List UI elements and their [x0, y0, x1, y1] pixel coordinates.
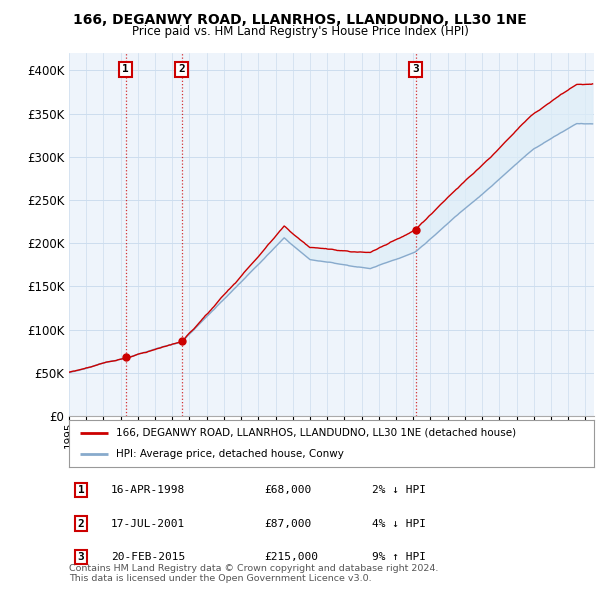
Text: 166, DEGANWY ROAD, LLANRHOS, LLANDUDNO, LL30 1NE: 166, DEGANWY ROAD, LLANRHOS, LLANDUDNO, …: [73, 13, 527, 27]
Text: 17-JUL-2001: 17-JUL-2001: [111, 519, 185, 529]
Text: £87,000: £87,000: [264, 519, 311, 529]
Text: 1: 1: [77, 485, 85, 495]
Text: 2: 2: [178, 64, 185, 74]
Text: 3: 3: [77, 552, 85, 562]
Text: 2% ↓ HPI: 2% ↓ HPI: [372, 485, 426, 495]
Text: 166, DEGANWY ROAD, LLANRHOS, LLANDUDNO, LL30 1NE (detached house): 166, DEGANWY ROAD, LLANRHOS, LLANDUDNO, …: [116, 428, 517, 438]
Text: Contains HM Land Registry data © Crown copyright and database right 2024.
This d: Contains HM Land Registry data © Crown c…: [69, 563, 439, 583]
Text: 3: 3: [412, 64, 419, 74]
Text: 1: 1: [122, 64, 129, 74]
Text: £68,000: £68,000: [264, 485, 311, 495]
Text: 20-FEB-2015: 20-FEB-2015: [111, 552, 185, 562]
Text: 2: 2: [77, 519, 85, 529]
Text: 16-APR-1998: 16-APR-1998: [111, 485, 185, 495]
Text: Price paid vs. HM Land Registry's House Price Index (HPI): Price paid vs. HM Land Registry's House …: [131, 25, 469, 38]
Text: £215,000: £215,000: [264, 552, 318, 562]
Text: HPI: Average price, detached house, Conwy: HPI: Average price, detached house, Conw…: [116, 449, 344, 459]
Text: 4% ↓ HPI: 4% ↓ HPI: [372, 519, 426, 529]
Text: 9% ↑ HPI: 9% ↑ HPI: [372, 552, 426, 562]
